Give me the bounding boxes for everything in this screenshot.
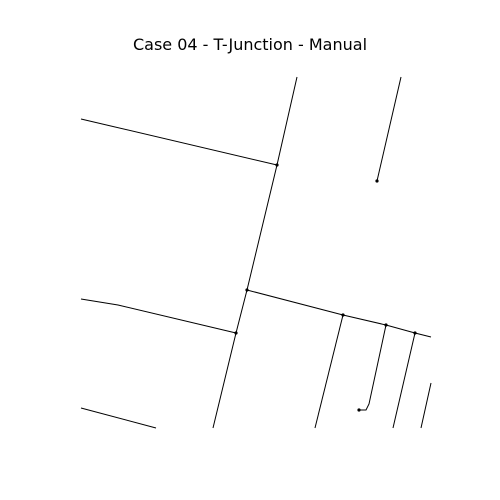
node-point (341, 313, 345, 317)
node-point (245, 288, 249, 292)
node-point (357, 408, 361, 412)
road-segment (80, 298, 237, 334)
road-segment (376, 76, 402, 182)
node-point (234, 331, 238, 335)
figure-title: Case 04 - T-Junction - Manual (132, 35, 368, 54)
road-segment (80, 407, 157, 429)
road-segment (420, 382, 432, 429)
road-segment (212, 76, 298, 429)
road-segment (359, 324, 387, 411)
node-point (413, 331, 417, 335)
road-segment (392, 332, 416, 429)
node-point (375, 179, 379, 183)
node-point (384, 323, 388, 327)
node-point (275, 163, 279, 167)
road-segment (314, 314, 344, 429)
road-segment (80, 118, 278, 166)
